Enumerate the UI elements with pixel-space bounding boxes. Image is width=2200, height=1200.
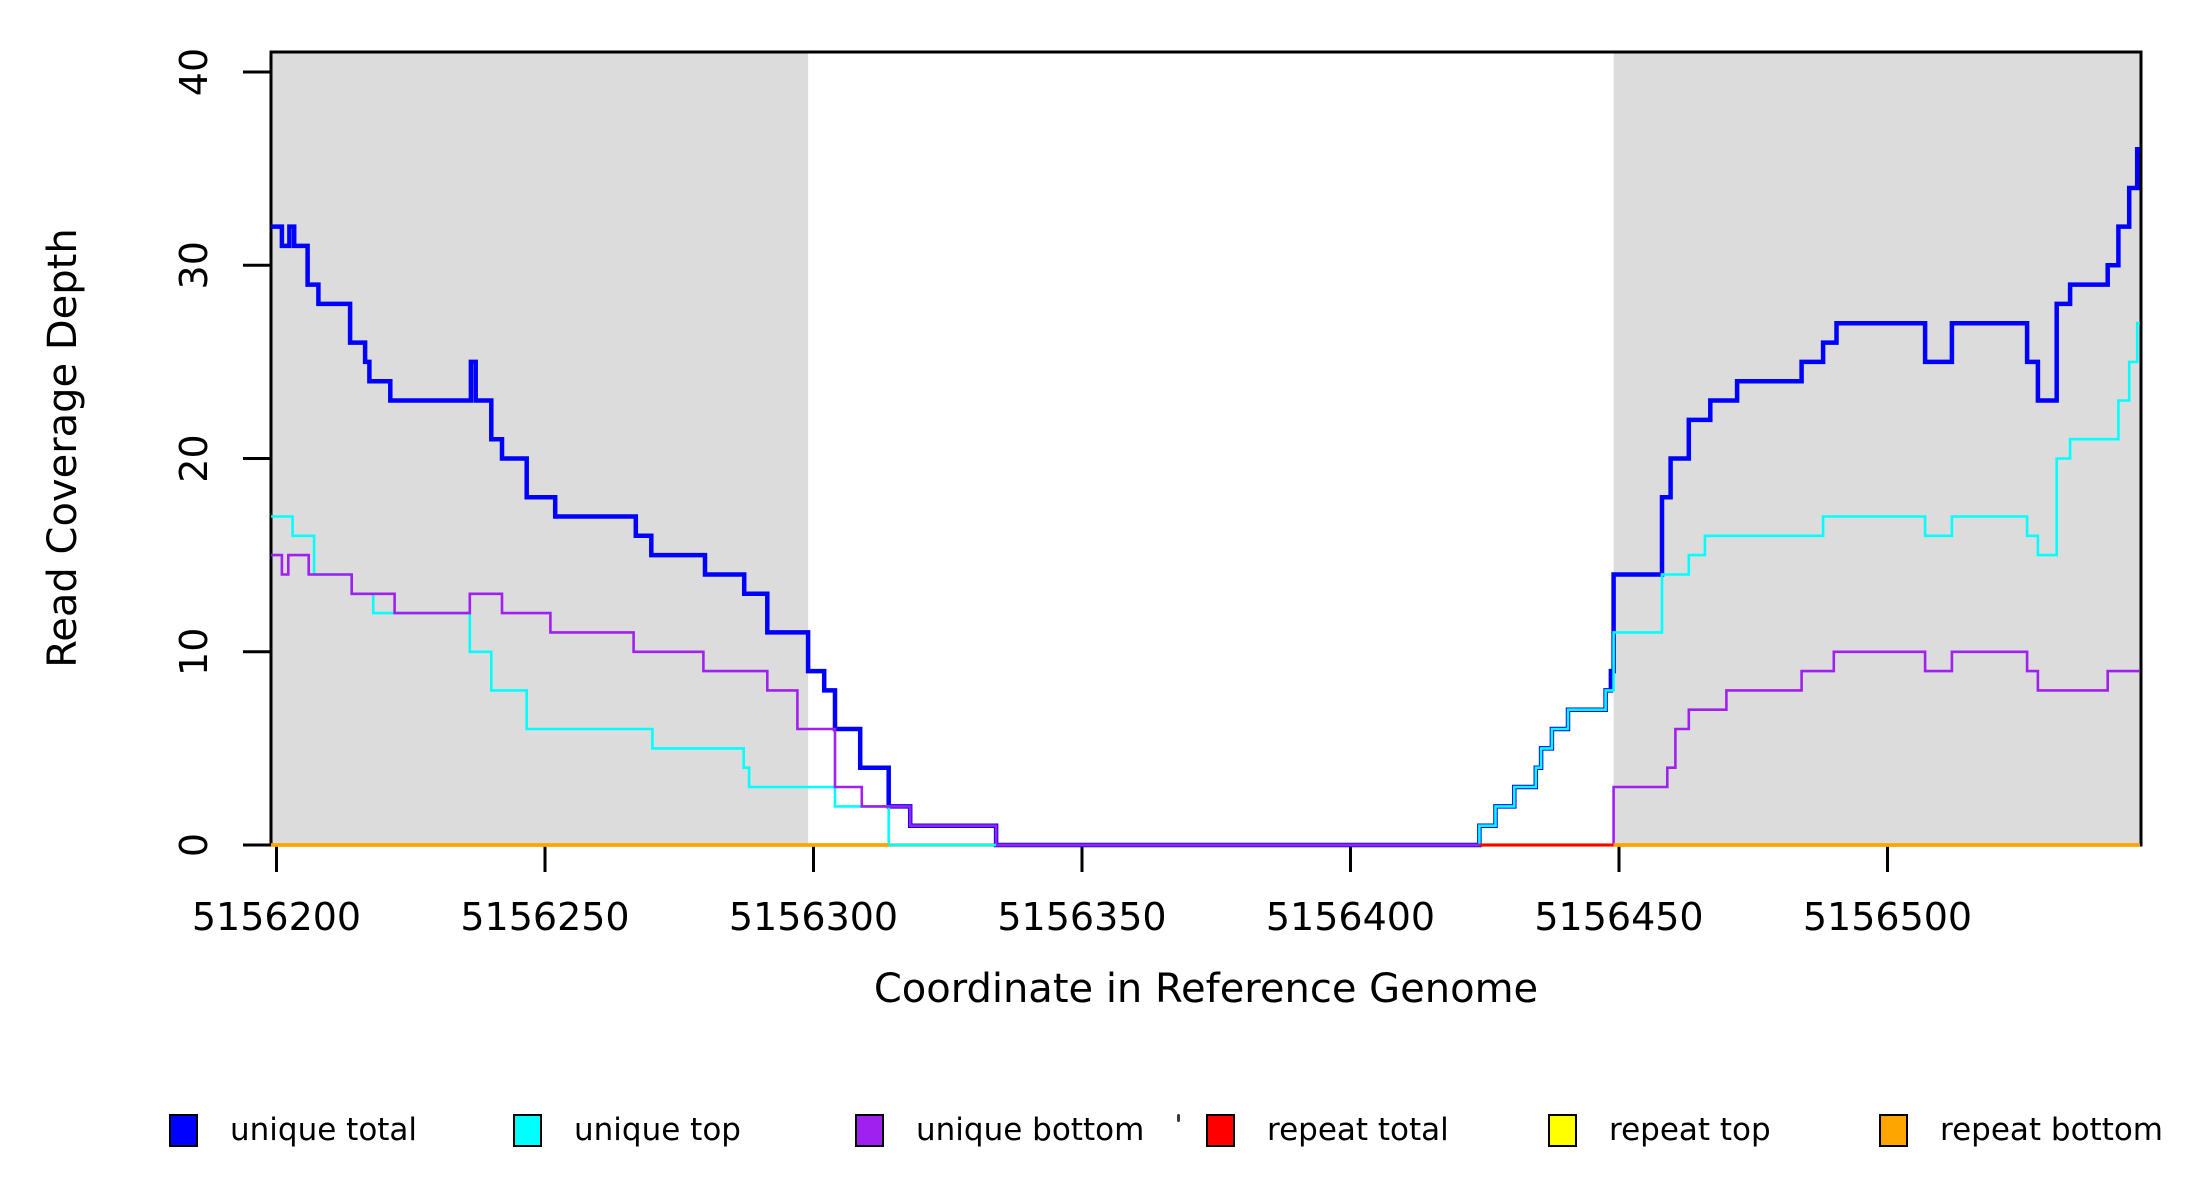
repeat-total-swatch-icon	[1206, 1113, 1235, 1147]
legend-item-repeat-top: repeat top	[1548, 1108, 1771, 1152]
unique-top-swatch-icon	[513, 1113, 542, 1147]
repeat-bottom-swatch-icon	[1879, 1113, 1908, 1147]
legend-label: repeat total	[1267, 1112, 1449, 1148]
shaded-region-2	[1613, 52, 2140, 845]
y-axis-title: Read Coverage Depth	[40, 228, 86, 668]
legend-label: repeat bottom	[1940, 1112, 2164, 1148]
legend-label: unique total	[230, 1112, 418, 1148]
shaded-region-1	[271, 52, 809, 845]
y-tick-label: 10	[172, 628, 216, 676]
x-tick-label: 5156300	[729, 895, 898, 939]
y-tick-label: 20	[172, 434, 216, 482]
x-tick-label: 5156350	[997, 895, 1166, 939]
series-unique-top	[271, 321, 2140, 847]
y-tick-label: 0	[172, 833, 216, 857]
legend-label: repeat top	[1609, 1112, 1771, 1148]
legend-item-repeat-bottom: repeat bottom	[1879, 1108, 2163, 1152]
x-tick-label: 5156250	[460, 895, 629, 939]
series-unique-bottom	[271, 553, 2140, 847]
legend-item-unique-top: unique top	[513, 1108, 741, 1152]
legend-item-repeat-total: repeat total	[1206, 1108, 1449, 1152]
y-tick-label: 40	[172, 48, 216, 96]
legend-label: unique bottom	[916, 1112, 1145, 1148]
x-tick-label: 5156450	[1534, 895, 1703, 939]
x-tick-label: 5156500	[1803, 895, 1972, 939]
x-tick-label: 5156400	[1266, 895, 1435, 939]
x-axis-title: Coordinate in Reference Genome	[873, 966, 1539, 1012]
stray-mark	[1177, 1114, 1180, 1122]
x-tick-label: 5156200	[192, 895, 361, 939]
legend-item-unique-total: unique total	[169, 1108, 417, 1152]
unique-total-swatch-icon	[169, 1113, 198, 1147]
legend-label: unique top	[574, 1112, 741, 1148]
repeat-top-swatch-icon	[1548, 1113, 1577, 1147]
unique-bottom-swatch-icon	[855, 1113, 884, 1147]
legend-item-unique-bottom: unique bottom	[855, 1108, 1144, 1152]
legend: unique total unique top unique bottom repea…	[0, 1108, 2200, 1168]
y-tick-label: 30	[172, 241, 216, 289]
